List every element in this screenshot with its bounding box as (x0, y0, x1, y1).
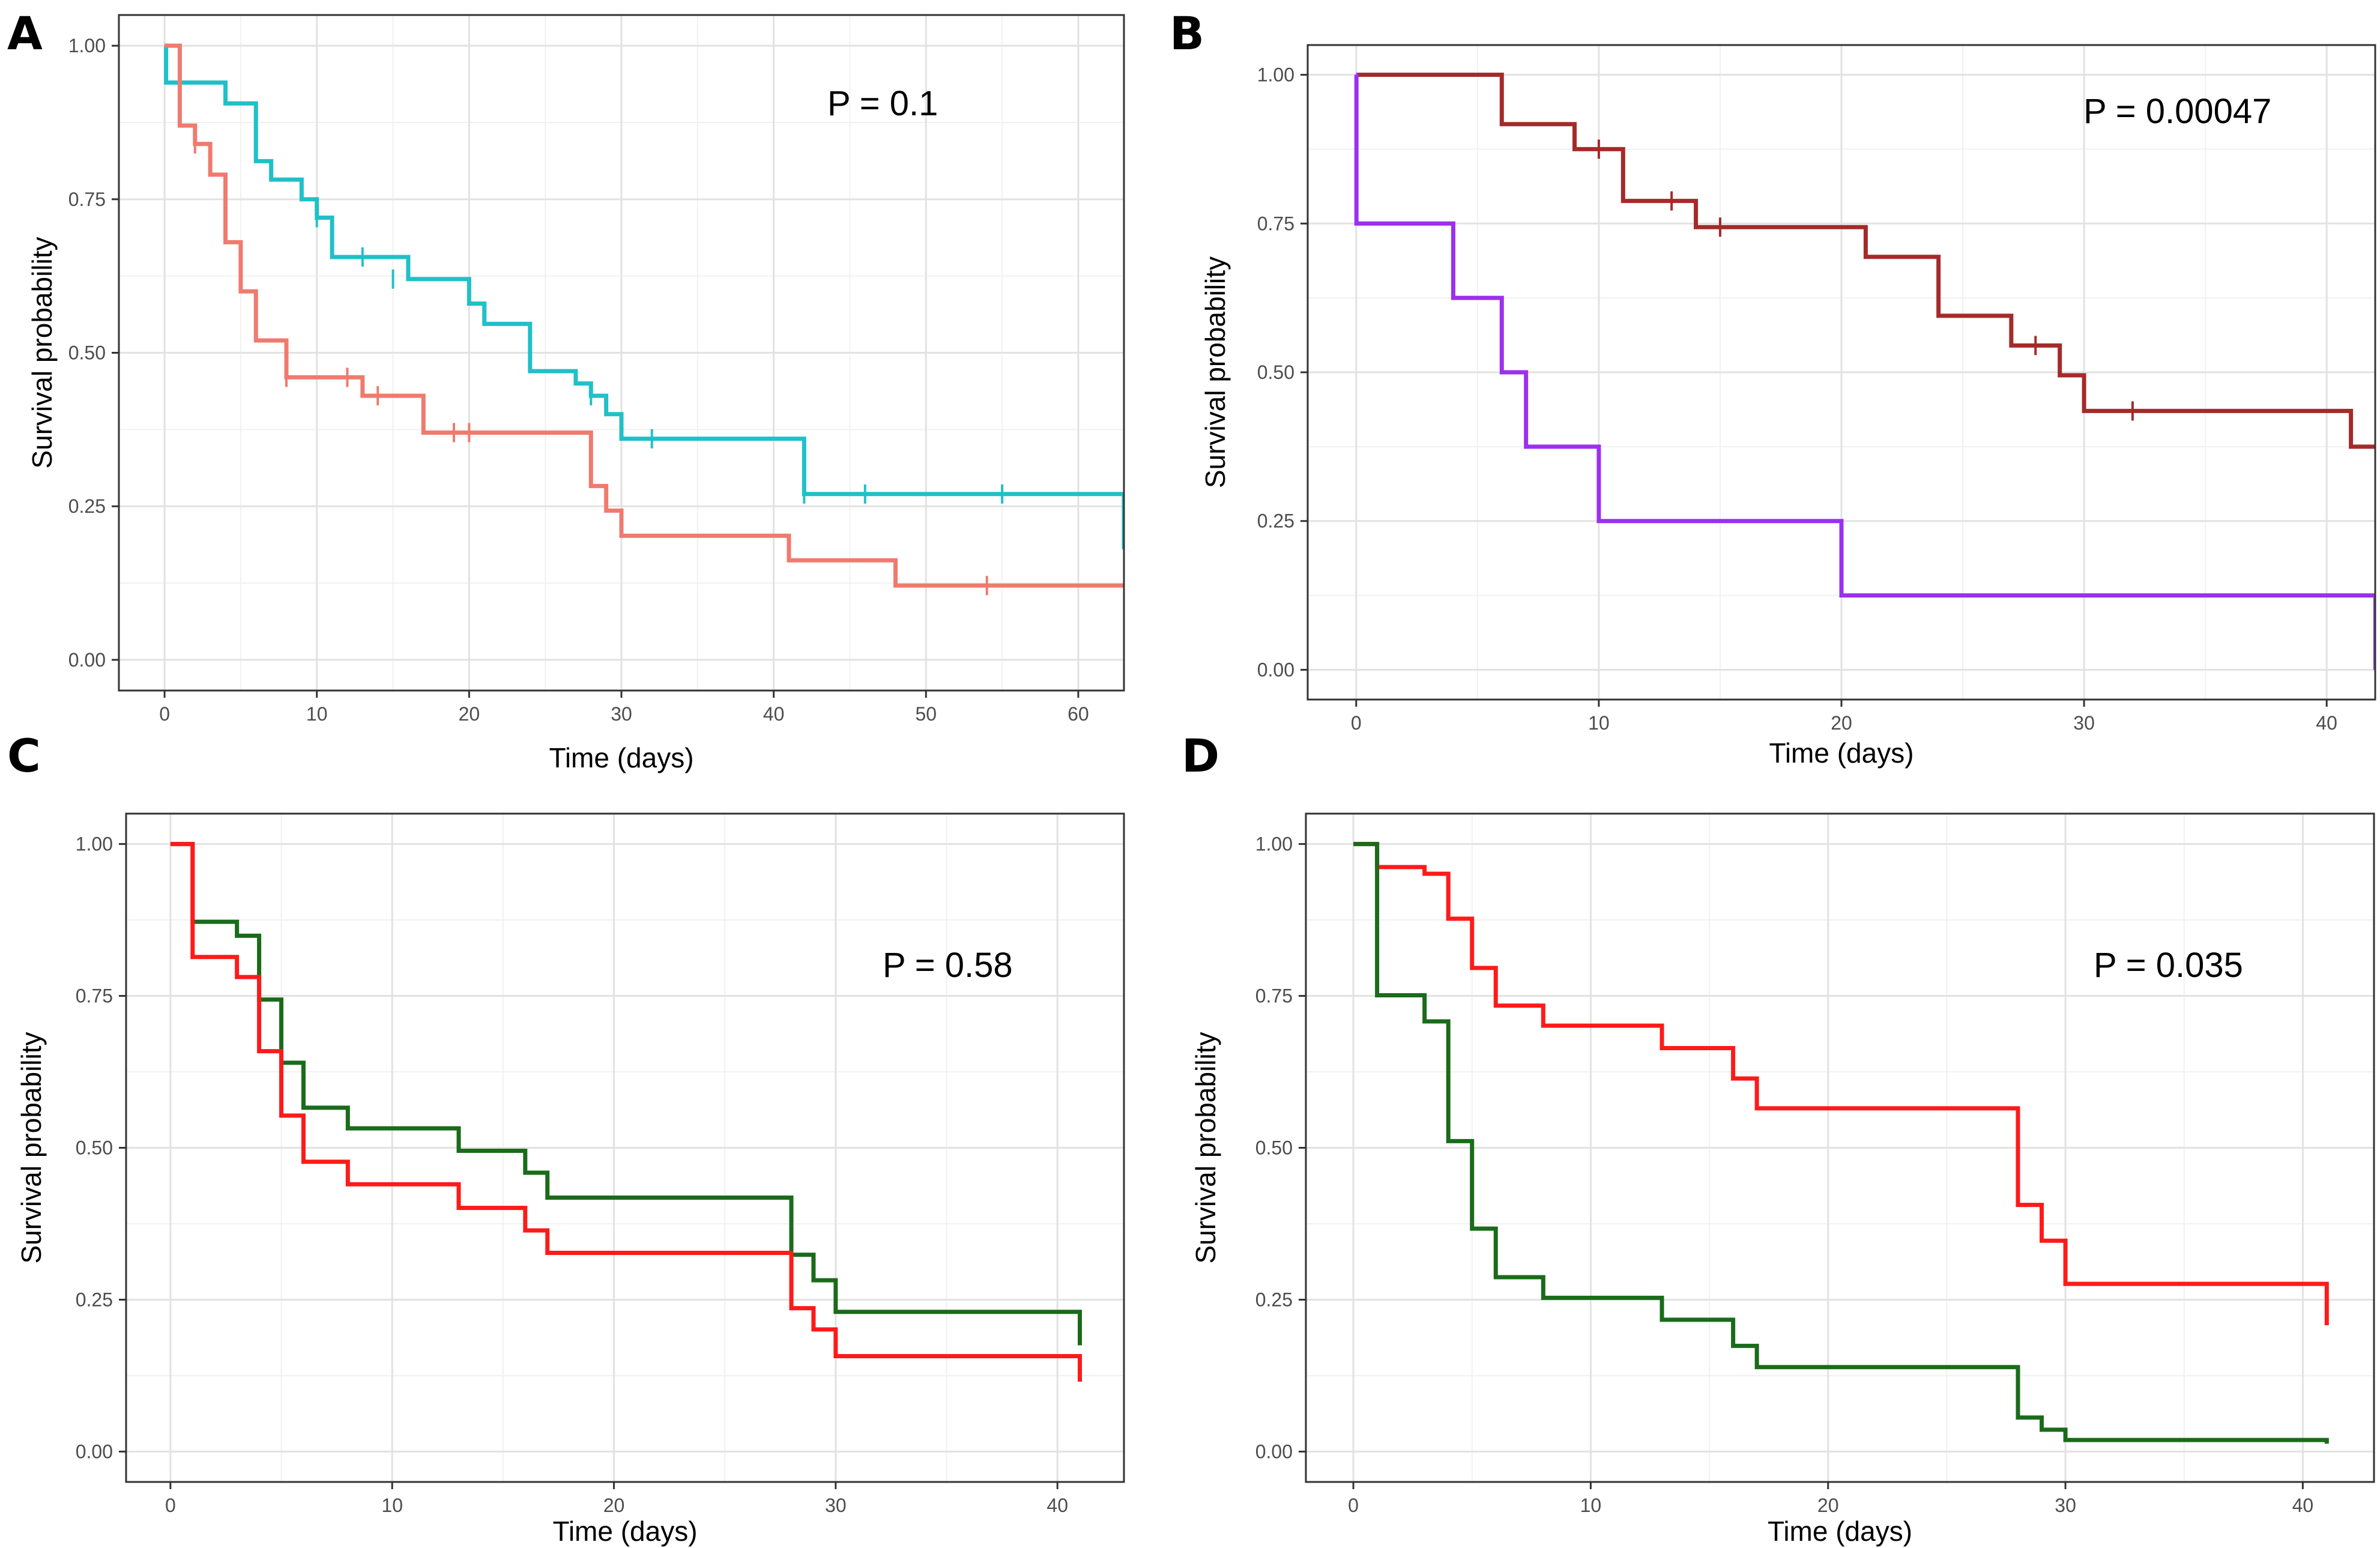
x-tick-label: 30 (2073, 712, 2095, 734)
y-tick-label: 1.00 (68, 35, 106, 56)
y-tick-label: 0.50 (1257, 361, 1294, 383)
y-axis-title: Survival probability (1190, 1032, 1221, 1263)
x-tick-label: 20 (603, 1495, 625, 1516)
x-tick-label: 40 (763, 703, 785, 725)
x-tick-label: 20 (459, 703, 480, 725)
x-tick-label: 20 (1817, 1495, 1839, 1516)
y-tick-label: 0.75 (76, 985, 113, 1007)
x-tick-label: 0 (1348, 1495, 1359, 1516)
y-tick-label: 1.00 (1257, 64, 1294, 86)
x-axis-title: Time (days) (549, 742, 693, 773)
survival-curve-2 (1353, 842, 2329, 1444)
y-tick-label: 0.75 (1257, 213, 1294, 234)
x-tick-label: 30 (825, 1495, 847, 1516)
x-tick-label: 10 (1588, 712, 1610, 734)
x-tick-label: 60 (1068, 703, 1089, 725)
y-tick-label: 0.50 (1255, 1137, 1293, 1159)
x-tick-label: 0 (159, 703, 170, 725)
p-value-annotation: P = 0.035 (2094, 946, 2243, 985)
x-tick-label: 30 (2055, 1495, 2076, 1516)
p-value-annotation: P = 0.58 (883, 946, 1013, 985)
y-tick-label: 0.00 (68, 649, 106, 671)
x-tick-label: 40 (2292, 1495, 2314, 1516)
y-tick-label: 0.25 (1255, 1289, 1293, 1310)
y-tick-label: 1.00 (1255, 833, 1293, 855)
p-value-annotation: P = 0.00047 (2083, 92, 2271, 131)
y-tick-label: 0.75 (1255, 985, 1293, 1007)
survival-curve-1 (1353, 842, 2329, 1325)
y-axis-title: Survival probability (26, 237, 58, 468)
x-axis-title: Time (days) (552, 1516, 697, 1547)
x-tick-label: 10 (306, 703, 328, 725)
plot-frame (1306, 44, 2376, 701)
x-tick-label: 10 (1580, 1495, 1602, 1516)
x-axis-title: Time (days) (1769, 737, 1913, 769)
panel-letter: C (7, 729, 41, 782)
x-tick-label: 0 (165, 1495, 176, 1516)
panel-c: 0 10 20 30 40 0.00 0.25 0.50 0.75 1.00 C P = 0.58 Ti… (7, 729, 1125, 1547)
x-tick-label: 30 (611, 703, 632, 725)
x-tick-label: 20 (1831, 712, 1852, 734)
x-tick-label: 0 (1351, 712, 1362, 734)
x-tick-label: 40 (1047, 1495, 1068, 1516)
y-axis-title: Survival probability (1200, 256, 1231, 488)
panel-d: 0 10 20 30 40 0.00 0.25 0.50 0.75 1.00 D P = 0.035 T… (1182, 729, 2375, 1547)
y-tick-label: 0.00 (1257, 659, 1294, 680)
plot-frame (118, 14, 1125, 692)
x-tick-label: 50 (915, 703, 937, 725)
y-tick-label: 0.75 (68, 189, 106, 210)
survival-curve-1 (170, 842, 1082, 1346)
survival-curve-2 (1354, 73, 2375, 670)
panel-letter: B (1170, 7, 1204, 60)
panel-b: 0 10 20 30 40 0.00 0.25 0.50 0.75 1.00 B P = 0.0004… (1170, 7, 2376, 769)
y-tick-label: 0.25 (76, 1289, 113, 1310)
panel-letter: D (1182, 729, 1219, 782)
survival-curve-1 (1356, 73, 2375, 449)
plot-frame (125, 812, 1125, 1483)
y-tick-label: 0.50 (68, 342, 106, 364)
y-tick-label: 0.25 (68, 495, 106, 517)
y-tick-label: 0.00 (76, 1441, 113, 1462)
x-tick-label: 10 (381, 1495, 403, 1516)
survival-curve-2 (165, 43, 1124, 588)
plot-frame (1305, 812, 2375, 1483)
x-axis-title: Time (days) (1768, 1516, 1912, 1547)
panel-a: 0 10 20 30 40 50 60 0.00 0.25 0.50 0.75 1.00 A P = 0.… (7, 7, 1125, 773)
p-value-annotation: P = 0.1 (827, 84, 938, 123)
y-tick-label: 0.00 (1255, 1441, 1293, 1462)
y-axis-title: Survival probability (16, 1032, 47, 1263)
y-tick-label: 0.25 (1257, 510, 1294, 532)
panel-letter: A (7, 7, 43, 60)
survival-curve-1 (164, 43, 1124, 549)
survival-curve-2 (170, 842, 1082, 1382)
y-tick-label: 0.50 (76, 1137, 113, 1159)
x-tick-label: 40 (2316, 712, 2337, 734)
y-tick-label: 1.00 (76, 833, 113, 855)
